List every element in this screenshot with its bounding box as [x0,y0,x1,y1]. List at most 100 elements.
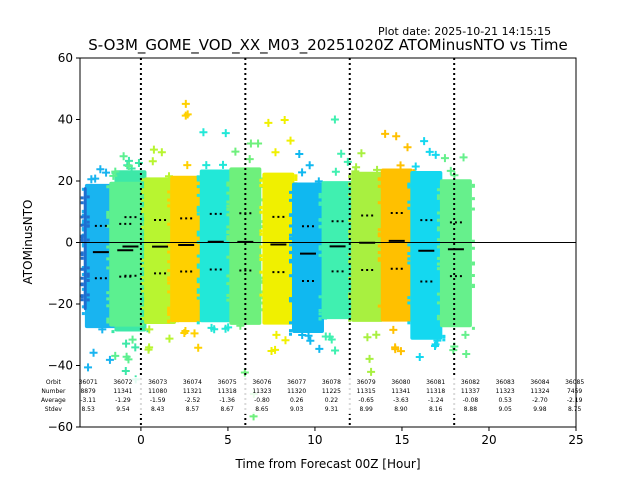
cluster-point [288,251,292,255]
stdev-value: 8.75 [568,406,582,413]
outlier-point [91,174,100,183]
cluster-body [83,187,87,311]
stats-column-36077: 36077 11320 0.26 9.03 [287,379,306,413]
stats-column-36084: 36084 11324 -2.70 9.98 [530,379,549,413]
cluster-point [141,178,145,182]
cluster-body [262,172,295,325]
outlier-point [221,129,230,138]
cluster-point [288,213,292,217]
stdev-value: 8.57 [186,406,200,413]
outlier-point [271,345,280,354]
cluster-point [226,183,230,187]
cluster-point [86,195,90,199]
cluster-point [167,319,171,323]
orbit-value: 36080 [391,379,410,386]
outlier-point [102,168,111,177]
cluster-point [167,290,171,294]
cluster-point [288,190,292,194]
cluster-point [167,260,171,264]
outlier-point [365,354,374,363]
cluster-point [377,232,381,236]
average-value: -2.70 [532,397,548,404]
cluster-point [106,224,110,228]
cluster-point [259,293,263,297]
orbit-value: 36082 [461,379,480,386]
x-tick-label: 20 [481,433,496,447]
cluster-point [377,184,381,188]
outlier-point [84,363,93,372]
cluster-point [471,207,475,211]
orbit-value: 36076 [252,379,271,386]
stdev-value: 9.54 [116,406,130,413]
cluster-point [106,266,110,270]
cluster-point [80,253,84,257]
plot-date-subtitle: Plot date: 2025-10-21 14:15:15 [378,25,551,38]
cluster-point [80,256,84,260]
cluster-point [436,196,440,200]
cluster-point [226,200,230,204]
cluster-point [86,224,90,228]
cluster-point [288,297,292,301]
stats-column-36078: 36078 11225 0.22 9.31 [322,379,341,413]
cluster-point [141,279,145,283]
average-value: -0.08 [463,397,479,404]
outlier-point [391,343,400,352]
cluster-point [80,223,84,227]
x-axis: 0 5 10 15 20 25 [137,427,584,447]
cluster-point [106,304,110,308]
outlier-point [415,352,424,361]
cluster-point [80,237,84,241]
orbit-cluster-36074 [106,152,145,364]
cluster-point [436,314,440,318]
outlier-point [89,348,98,357]
cluster-point [259,210,263,214]
stdev-value: 8.16 [429,406,443,413]
number-value: 11324 [530,388,549,395]
stats-column-36074: 36074 11321 -2.52 8.57 [183,379,202,413]
cluster-point [106,320,110,324]
cluster-point [196,233,200,237]
cluster-point [196,205,200,209]
outlier-point [459,153,468,162]
cluster-point [288,198,292,202]
cluster-point [288,332,292,336]
y-tick-label: 20 [58,174,73,188]
cluster-point [259,257,263,261]
cluster-point [226,191,230,195]
cluster-point [141,264,145,268]
cluster-point [167,306,171,310]
cluster-point [226,181,230,185]
cluster-point [436,256,440,260]
outlier-point [181,99,190,108]
cluster-point [196,288,200,292]
stats-column-36085: 36085 7459 -2.19 8.75 [565,379,584,413]
stdev-value: 9.03 [290,406,304,413]
row-label-average: Average [41,397,66,404]
cluster-point [288,224,292,228]
cluster-body [144,177,177,324]
cluster-point [348,218,352,222]
cluster-point [471,261,475,265]
outlier-point [131,343,140,352]
cluster-point [141,289,145,293]
orbit-stats-table: Orbit Number Average Stdev 36071 8879 -3.11 8.5… [36,377,592,414]
cluster-point [141,268,145,272]
cluster-point [259,245,263,249]
outlier-point [411,162,420,171]
cluster-point [471,283,475,287]
y-tick-label: 0 [65,236,73,250]
outlier-point [431,341,440,350]
cluster-point [196,296,200,300]
stdev-value: 8.53 [81,406,95,413]
cluster-point [196,321,200,325]
cluster-point [318,245,322,249]
outlier-point [111,351,120,360]
cluster-point [141,220,145,224]
cluster-point [377,251,381,255]
number-value: 8879 [80,388,95,395]
cluster-point [436,194,440,198]
cluster-point [288,321,292,325]
cluster-point [106,213,110,217]
cluster-point [471,274,475,278]
